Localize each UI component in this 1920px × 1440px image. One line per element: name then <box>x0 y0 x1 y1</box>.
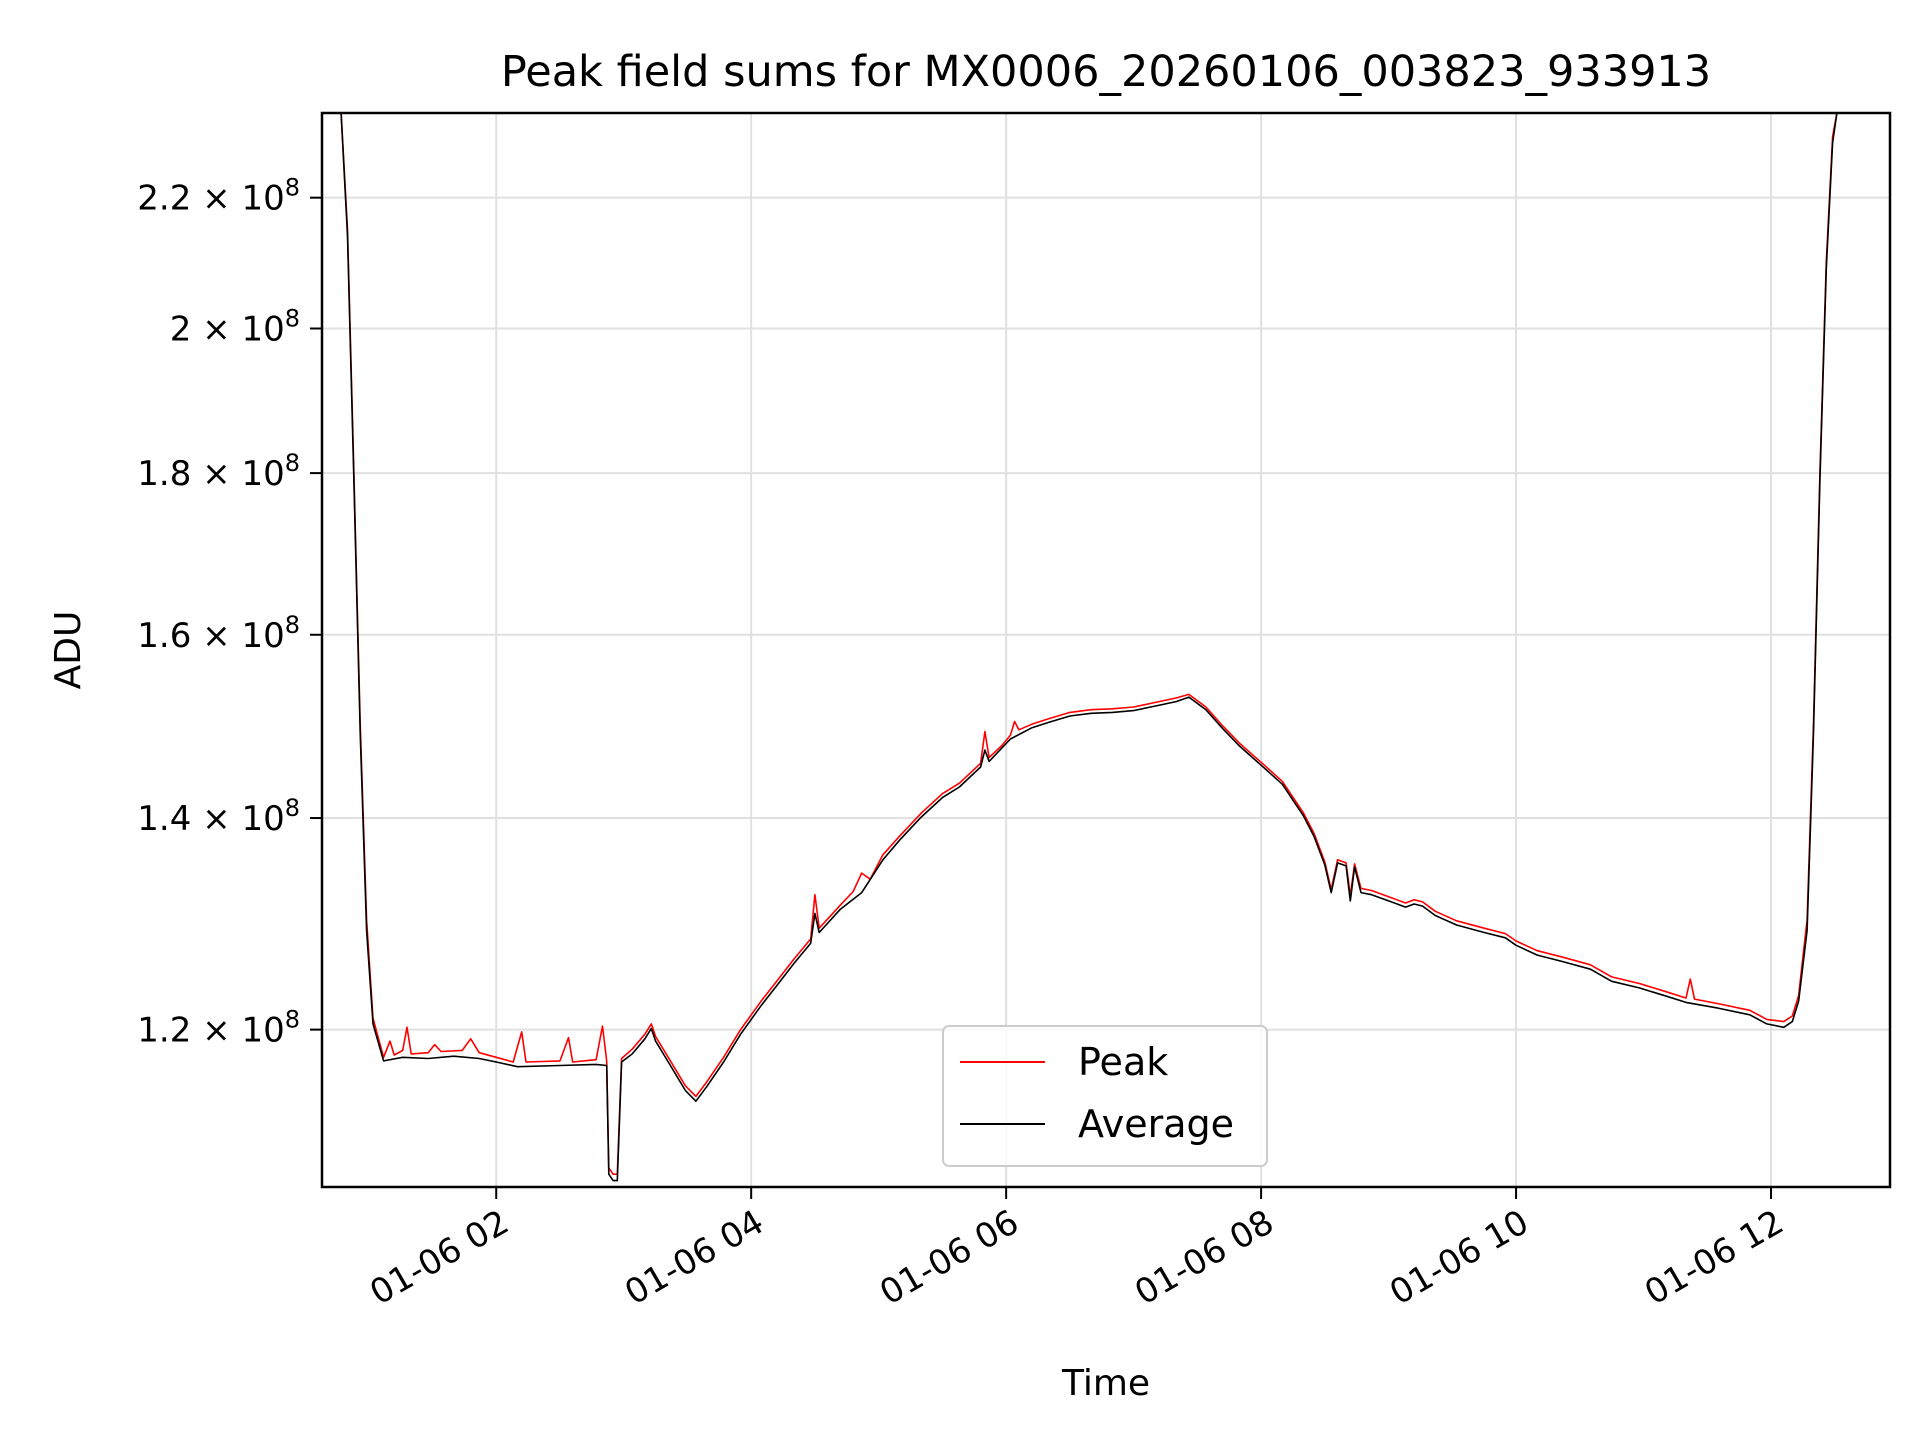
y-tick-label-4: 2 × 108 <box>170 304 300 349</box>
legend-label-average: Average <box>1078 1102 1234 1146</box>
legend: Peak Average <box>942 1025 1268 1167</box>
plot-frame <box>320 111 1892 1189</box>
series-lines <box>322 113 1890 1182</box>
x-axis-label: Time <box>1061 1363 1150 1404</box>
series-line-average <box>322 113 1890 1182</box>
legend-label-peak: Peak <box>1078 1040 1168 1084</box>
y-tick-label-3: 1.8 × 108 <box>137 449 300 494</box>
y-tick-label-0: 1.2 × 108 <box>137 1006 300 1051</box>
y-tick-label-1: 1.4 × 108 <box>137 794 300 839</box>
y-tick-label-5: 2.2 × 108 <box>137 174 300 219</box>
y-tick-label-2: 1.6 × 108 <box>137 611 300 656</box>
series-line-peak <box>322 113 1890 1175</box>
grid-lines <box>322 113 1890 1187</box>
chart-title: Peak field sums for MX0006_20260106_0038… <box>501 47 1711 97</box>
y-axis-label: ADU <box>48 611 89 690</box>
